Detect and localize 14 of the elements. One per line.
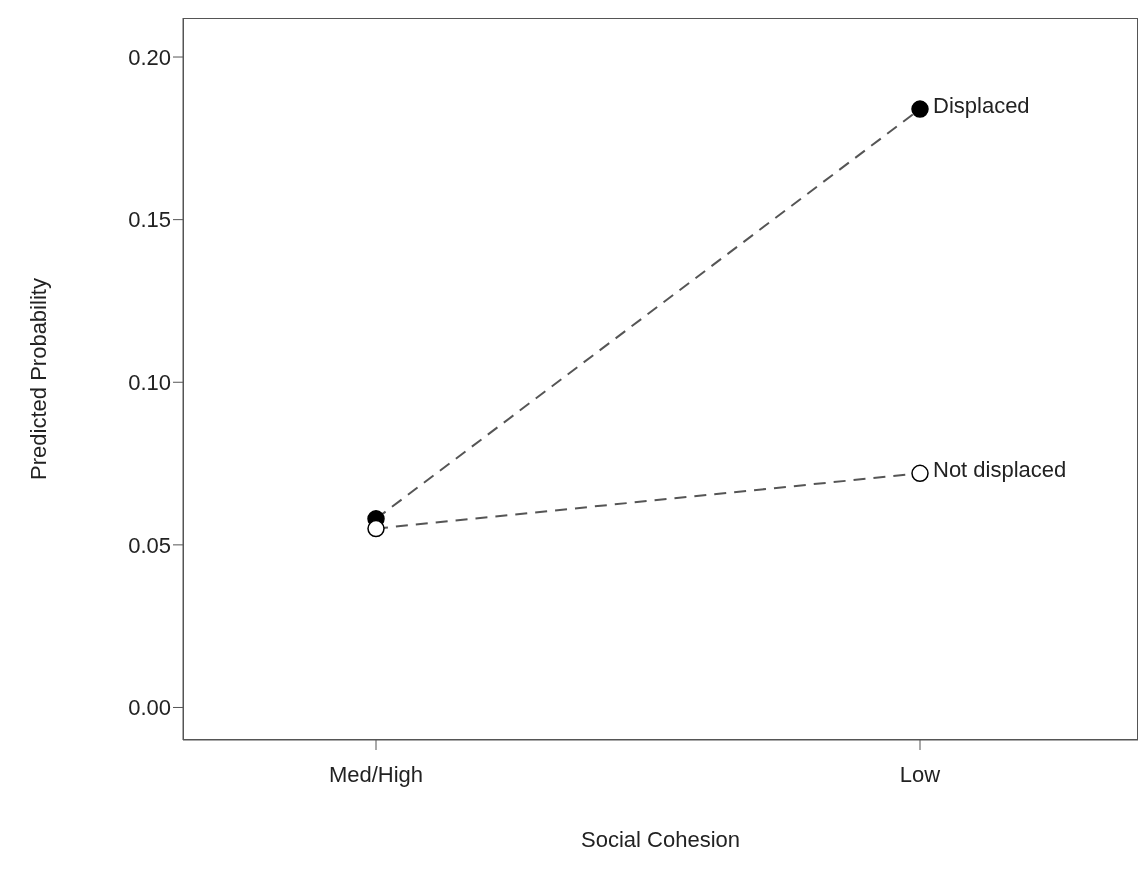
point — [911, 100, 929, 118]
y-axis-title: Predicted Probability — [25, 278, 51, 480]
x-tick-label: Low — [899, 761, 941, 787]
y-tick-label: 0.05 — [128, 532, 171, 558]
y-tick-label: 0.00 — [128, 695, 171, 721]
y-tick-label: 0.15 — [128, 207, 171, 233]
series-label: Displaced — [933, 92, 1030, 118]
y-tick-label: 0.20 — [128, 44, 171, 70]
y-tick-label: 0.10 — [128, 370, 171, 396]
point — [367, 519, 385, 538]
point — [911, 464, 929, 483]
series-label: Not displaced — [933, 457, 1067, 483]
x-axis-title: Social Cohesion — [581, 827, 740, 852]
x-tick-label: Med/High — [328, 761, 424, 787]
